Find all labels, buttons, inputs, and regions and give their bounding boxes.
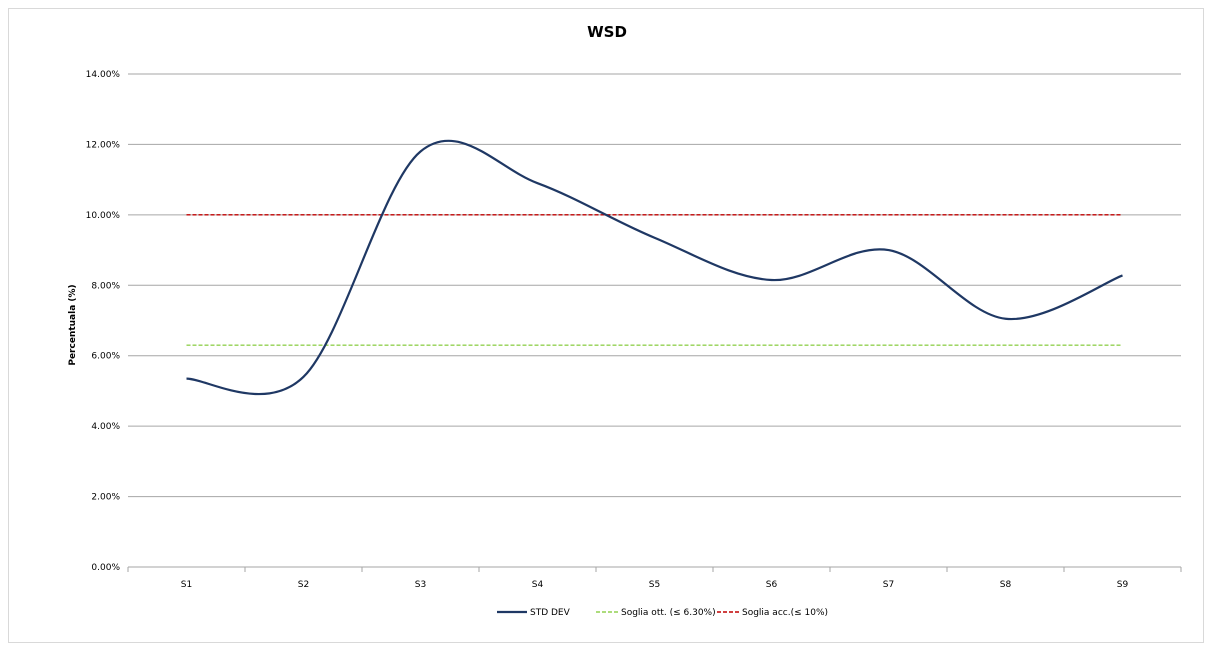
y-axis-label: Percentuala (%): [68, 284, 78, 365]
y-tick-labels: 0.00% 2.00% 4.00% 6.00% 8.00% 10.00% 12.00% 14.…: [86, 70, 121, 573]
y-tick-label: 0.00%: [91, 563, 120, 573]
y-tick-label: 4.00%: [91, 422, 120, 432]
y-tick-label: 12.00%: [86, 140, 121, 150]
y-tick-label: 6.00%: [91, 352, 120, 362]
chart-frame: WSD Percentuala (%) 0.00% 2.00% 4.00% 6.00%…: [8, 8, 1204, 643]
line-chart: WSD Percentuala (%) 0.00% 2.00% 4.00% 6.00%…: [68, 23, 1182, 618]
x-tick-label: S2: [298, 580, 309, 590]
x-tick-label: S6: [766, 580, 778, 590]
x-tick-label: S4: [532, 580, 544, 590]
y-tick-label: 2.00%: [91, 493, 120, 503]
x-tick-label: S8: [1000, 580, 1012, 590]
legend-entry: Soglia acc.(≤ 10%): [742, 608, 828, 618]
y-tick-label: 14.00%: [86, 70, 121, 80]
legend: STD DEV Soglia ott. (≤ 6.30%) Soglia acc.(…: [497, 608, 828, 618]
gridlines: [127, 73, 1182, 572]
legend-entry: STD DEV: [530, 608, 571, 618]
series-line-0: [186, 139, 1123, 396]
x-tick-label: S9: [1117, 580, 1129, 590]
x-tick-label: S5: [649, 580, 660, 590]
x-tick-label: S3: [415, 580, 426, 590]
series-lines: [186, 139, 1123, 396]
x-tick-labels: S1 S2 S3 S4 S5 S6 S7 S8 S9: [181, 580, 1129, 590]
legend-entry: Soglia ott. (≤ 6.30%): [621, 608, 716, 618]
x-tick-label: S7: [883, 580, 894, 590]
x-tick-label: S1: [181, 580, 192, 590]
y-tick-label: 10.00%: [86, 211, 121, 221]
y-tick-label: 8.00%: [91, 281, 120, 291]
chart-title: WSD: [587, 23, 627, 41]
